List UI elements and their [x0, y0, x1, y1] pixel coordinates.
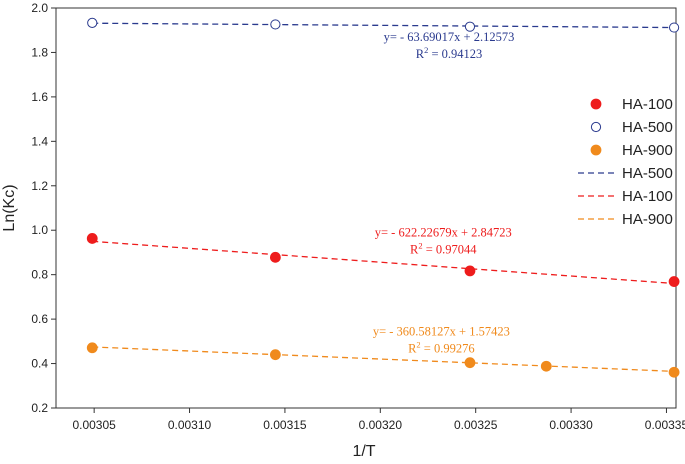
legend-entry-ha-100-dashed-line-label: HA-100	[622, 188, 673, 205]
data-points	[86, 17, 680, 378]
data-point-ha-500	[270, 19, 281, 30]
fit-r2-ha-100: R2 = 0.97044	[410, 240, 477, 256]
fit-lines	[92, 22, 675, 373]
data-point-ha-100	[86, 233, 98, 244]
legend-entry-ha-100-filled-circle-label: HA-100	[622, 96, 673, 113]
fit-equation-ha-500: y= - 63.69017x + 2.12573	[384, 30, 515, 44]
legend-entry-ha-900-dashed-line-label: HA-900	[622, 211, 673, 228]
data-point-ha-100	[464, 265, 476, 277]
legend-entry-ha-500-open-circle-swatch	[590, 121, 602, 133]
y-tick-label: 2.0	[31, 1, 48, 15]
fit-line-ha-100	[92, 240, 675, 285]
x-tick-label: 0.00310	[168, 418, 212, 432]
x-tick-label: 0.00315	[263, 418, 307, 432]
data-point-ha-900	[269, 349, 281, 361]
data-point-ha-900	[86, 342, 98, 354]
x-tick-label: 0.00320	[359, 418, 403, 432]
y-axis-title: Ln(Kc)	[1, 184, 18, 231]
y-tick-label: 0.6	[31, 312, 48, 326]
data-point-ha-900	[668, 366, 680, 378]
fit-r2-ha-900: R2 = 0.99276	[408, 339, 475, 355]
y-tick-label: 0.4	[31, 357, 48, 371]
y-tick-label: 0.2	[31, 401, 48, 415]
y-tick-label: 1.6	[31, 90, 48, 104]
fit-line-ha-500	[92, 22, 675, 29]
data-point-ha-900	[540, 360, 552, 372]
data-point-ha-500	[464, 21, 476, 32]
legend-entry-ha-900-filled-circle-swatch	[590, 144, 602, 156]
data-point-ha-900	[464, 357, 476, 369]
legend: HA-100 HA-500 HA-900 HA-500 HA-100 HA-900	[578, 96, 673, 228]
fit-equation-ha-900: y= - 360.58127x + 1.57423	[373, 324, 510, 338]
x-tick-label: 0.00330	[549, 418, 593, 432]
data-point-ha-100	[269, 251, 281, 263]
legend-entry-ha-100-filled-circle-swatch	[590, 98, 602, 110]
x-axis-title: 1/T	[352, 443, 375, 460]
fit-equation-ha-100: y= - 622.22679x + 2.84723	[375, 225, 512, 239]
x-tick-label: 0.00325	[454, 418, 498, 432]
data-point-ha-500	[668, 22, 680, 33]
legend-entry-ha-500-dashed-line-label: HA-500	[622, 165, 673, 182]
y-tick-label: 1.4	[31, 134, 48, 148]
data-point-ha-500	[87, 17, 98, 28]
plot-frame	[55, 7, 677, 409]
x-tick-label: 0.00305	[72, 418, 116, 432]
legend-entry-ha-500-open-circle-label: HA-500	[622, 119, 673, 136]
data-point-ha-100	[668, 276, 680, 287]
fit-r2-ha-500: R2 = 0.94123	[416, 45, 483, 61]
x-axis-ticks: 0.00305 0.00310 0.00315 0.00320 0.00325 0.003…	[72, 408, 685, 432]
legend-entry-ha-900-filled-circle-label: HA-900	[622, 142, 673, 159]
y-tick-label: 1.8	[31, 45, 48, 59]
y-tick-label: 1.2	[31, 179, 48, 193]
y-axis-ticks: 0.2 0.4 0.6 0.8 1.0 1.2 1.4 1.6 1.8 2.0	[31, 1, 56, 415]
y-tick-label: 0.8	[31, 268, 48, 282]
fit-line-ha-900	[92, 346, 675, 373]
x-tick-label: 0.00335	[645, 418, 685, 432]
y-tick-label: 1.0	[31, 223, 48, 237]
